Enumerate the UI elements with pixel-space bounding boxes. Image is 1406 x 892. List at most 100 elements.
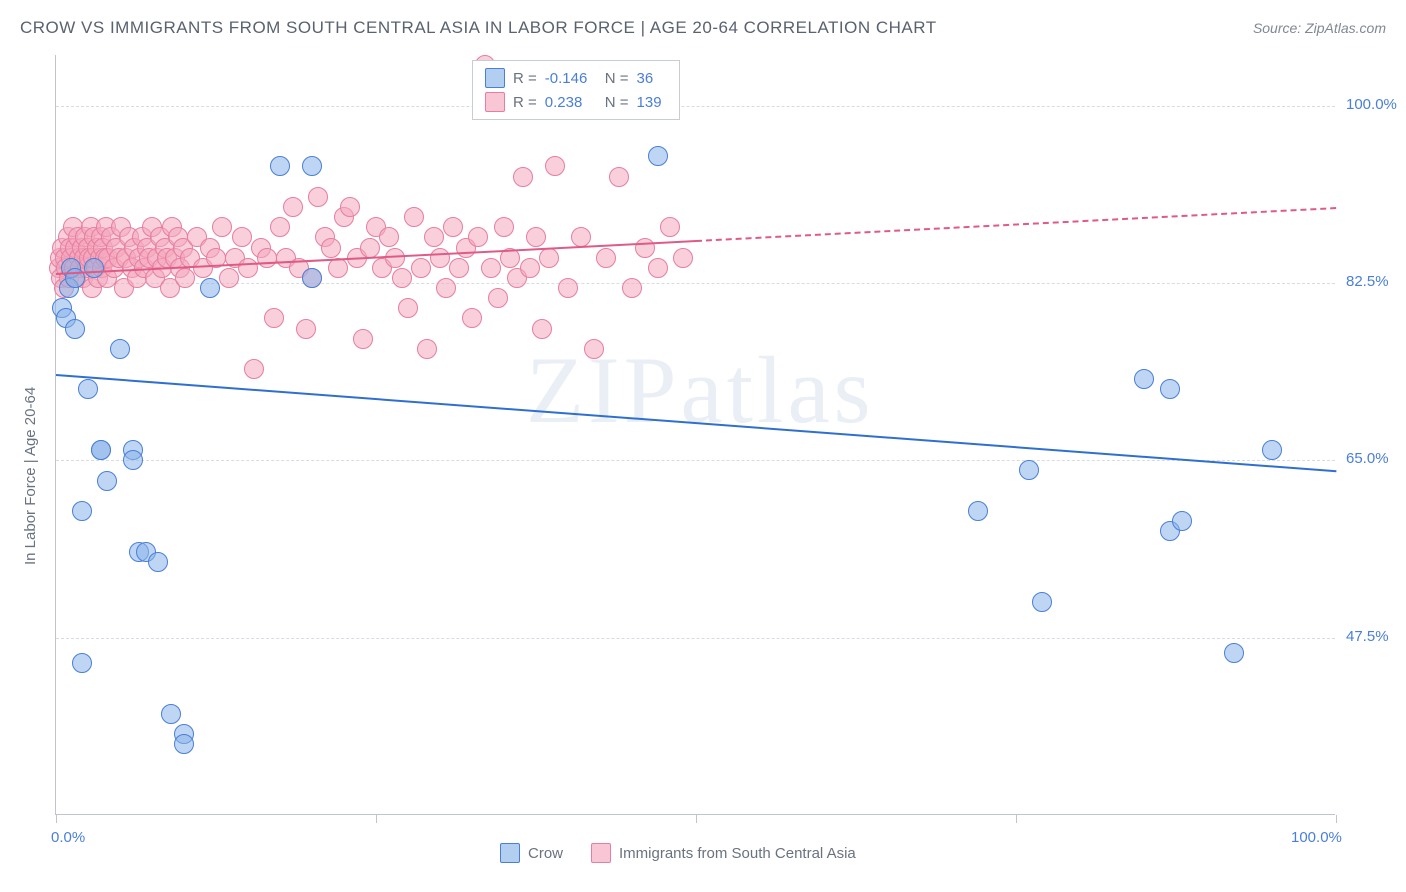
source-label: Source: ZipAtlas.com (1253, 20, 1386, 36)
data-point (232, 227, 252, 247)
data-point (417, 339, 437, 359)
data-point (1134, 369, 1154, 389)
data-point (443, 217, 463, 237)
data-point (648, 146, 668, 166)
data-point (462, 308, 482, 328)
series-legend: Crow Immigrants from South Central Asia (500, 843, 856, 863)
legend-swatch-immigrants-icon (591, 843, 611, 863)
y-tick-label: 47.5% (1346, 628, 1389, 645)
legend-row-crow: R = -0.146 N = 36 (485, 66, 667, 90)
correlation-legend: R = -0.146 N = 36 R = 0.238 N = 139 (472, 60, 680, 120)
data-point (302, 268, 322, 288)
data-point (84, 258, 104, 278)
y-tick-label: 100.0% (1346, 96, 1397, 113)
data-point (270, 156, 290, 176)
data-point (296, 319, 316, 339)
legend-n-label: N = (605, 94, 629, 111)
legend-label-immigrants: Immigrants from South Central Asia (619, 845, 856, 862)
data-point (609, 167, 629, 187)
data-point (1262, 440, 1282, 460)
y-axis-title: In Labor Force | Age 20-64 (22, 387, 39, 565)
x-tick-label-max: 100.0% (1291, 829, 1342, 846)
data-point (520, 258, 540, 278)
data-point (148, 552, 168, 572)
data-point (110, 339, 130, 359)
legend-item-immigrants: Immigrants from South Central Asia (591, 843, 856, 863)
data-point (65, 319, 85, 339)
data-point (545, 156, 565, 176)
data-point (340, 197, 360, 217)
data-point (321, 238, 341, 258)
data-point (596, 248, 616, 268)
y-tick-label: 65.0% (1346, 450, 1389, 467)
data-point (1172, 511, 1192, 531)
data-point (673, 248, 693, 268)
data-point (212, 217, 232, 237)
gridline (56, 283, 1335, 284)
gridline (56, 638, 1335, 639)
x-tick (1336, 815, 1337, 823)
data-point (526, 227, 546, 247)
legend-r-immigrants: 0.238 (545, 94, 597, 111)
legend-r-crow: -0.146 (545, 70, 597, 87)
x-tick-label-min: 0.0% (51, 829, 85, 846)
data-point (283, 197, 303, 217)
trend-line (696, 207, 1336, 242)
data-point (308, 187, 328, 207)
data-point (404, 207, 424, 227)
data-point (1224, 643, 1244, 663)
data-point (539, 248, 559, 268)
x-tick (56, 815, 57, 823)
data-point (635, 238, 655, 258)
legend-label-crow: Crow (528, 845, 563, 862)
y-tick-label: 82.5% (1346, 273, 1389, 290)
data-point (436, 278, 456, 298)
data-point (513, 167, 533, 187)
gridline (56, 460, 1335, 461)
data-point (398, 298, 418, 318)
chart-header: CROW VS IMMIGRANTS FROM SOUTH CENTRAL AS… (20, 18, 1386, 38)
data-point (353, 329, 373, 349)
data-point (72, 653, 92, 673)
data-point (468, 227, 488, 247)
data-point (257, 248, 277, 268)
data-point (584, 339, 604, 359)
data-point (1160, 379, 1180, 399)
gridline (56, 106, 1335, 107)
data-point (200, 278, 220, 298)
watermark: ZIPatlas (526, 335, 875, 445)
legend-r-label: R = (513, 94, 537, 111)
data-point (411, 258, 431, 278)
data-point (302, 156, 322, 176)
legend-n-crow: 36 (637, 70, 667, 87)
legend-swatch-immigrants (485, 92, 505, 112)
x-tick (696, 815, 697, 823)
data-point (264, 308, 284, 328)
data-point (78, 379, 98, 399)
data-point (161, 704, 181, 724)
data-point (532, 319, 552, 339)
legend-row-immigrants: R = 0.238 N = 139 (485, 90, 667, 114)
data-point (270, 217, 290, 237)
data-point (174, 734, 194, 754)
data-point (244, 359, 264, 379)
data-point (488, 288, 508, 308)
data-point (481, 258, 501, 278)
x-tick (376, 815, 377, 823)
x-tick (1016, 815, 1017, 823)
data-point (219, 268, 239, 288)
data-point (379, 227, 399, 247)
legend-n-label: N = (605, 70, 629, 87)
data-point (660, 217, 680, 237)
legend-swatch-crow-icon (500, 843, 520, 863)
data-point (622, 278, 642, 298)
data-point (571, 227, 591, 247)
data-point (1019, 460, 1039, 480)
data-point (449, 258, 469, 278)
data-point (72, 501, 92, 521)
data-point (238, 258, 258, 278)
data-point (558, 278, 578, 298)
legend-n-immigrants: 139 (637, 94, 667, 111)
data-point (360, 238, 380, 258)
data-point (968, 501, 988, 521)
